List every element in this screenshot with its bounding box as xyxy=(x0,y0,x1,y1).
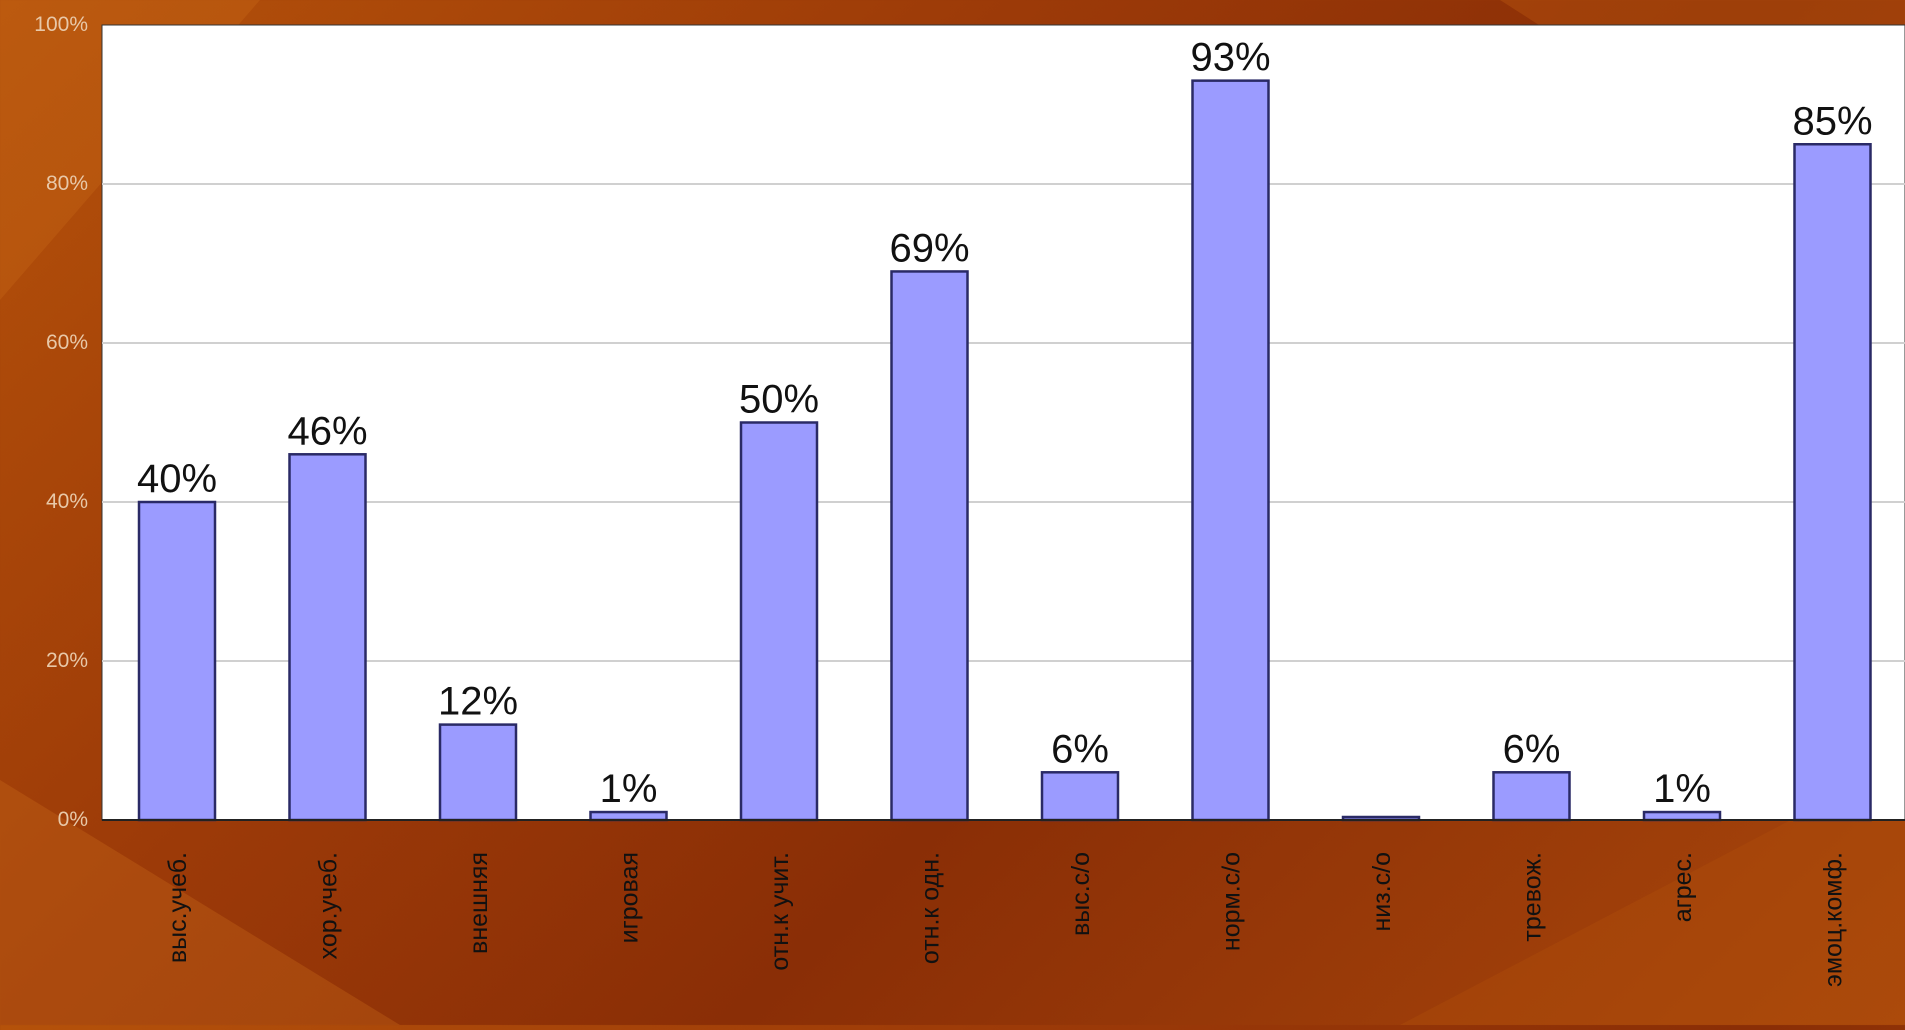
data-label: 69% xyxy=(889,226,969,270)
category-label: тревож. xyxy=(1519,852,1547,942)
data-label: 6% xyxy=(1051,727,1109,771)
category-label: агрес. xyxy=(1669,852,1697,922)
bar xyxy=(1492,771,1571,822)
x-axis-categories: выс.учеб. хор.учеб. внешняя игровая отн.к уч… xyxy=(164,852,1848,987)
category-label: отн.к учит. xyxy=(766,852,794,971)
category-label: норм.с/о xyxy=(1218,852,1246,951)
category-label: эмоц.комф. xyxy=(1820,852,1848,987)
bar xyxy=(890,270,969,822)
category-label: игровая xyxy=(616,852,644,943)
bar xyxy=(137,500,217,822)
bar xyxy=(1793,143,1872,822)
y-axis-ticks: 0% 20% 40% 60% 80% 100% xyxy=(34,13,88,831)
y-tick-label: 0% xyxy=(58,808,88,831)
data-label: 93% xyxy=(1190,36,1270,80)
data-label: 1% xyxy=(600,767,658,811)
bar xyxy=(438,723,518,822)
plot-area xyxy=(101,24,1905,821)
data-label: 12% xyxy=(438,680,518,724)
bars xyxy=(137,79,1872,822)
bar xyxy=(1040,771,1120,822)
bar xyxy=(1191,79,1270,822)
data-label: 6% xyxy=(1503,727,1561,771)
category-label: низ.с/о xyxy=(1368,852,1396,932)
y-tick-label: 40% xyxy=(46,490,88,513)
gridlines xyxy=(102,183,1905,662)
category-label: выс.с/о xyxy=(1067,852,1095,936)
y-tick-label: 60% xyxy=(46,331,88,354)
bar xyxy=(288,453,367,822)
category-label: отн.к одн. xyxy=(917,852,945,964)
category-label: выс.учеб. xyxy=(164,852,192,963)
data-label: 40% xyxy=(137,457,217,501)
data-label: 1% xyxy=(1653,767,1711,811)
bar xyxy=(589,810,668,822)
bar xyxy=(1642,810,1722,822)
category-label: внешняя xyxy=(465,852,493,954)
y-tick-label: 100% xyxy=(34,13,88,36)
data-labels: 40% 46% 12% 1% 50% 69% 6% 93% 6% 1% 85% xyxy=(137,36,1873,811)
bar xyxy=(739,421,819,822)
category-label: хор.учеб. xyxy=(315,852,343,959)
y-tick-label: 20% xyxy=(46,649,88,672)
data-label: 46% xyxy=(287,409,367,453)
y-tick-label: 80% xyxy=(46,172,88,195)
data-label: 85% xyxy=(1792,99,1872,143)
data-label: 50% xyxy=(739,378,819,422)
